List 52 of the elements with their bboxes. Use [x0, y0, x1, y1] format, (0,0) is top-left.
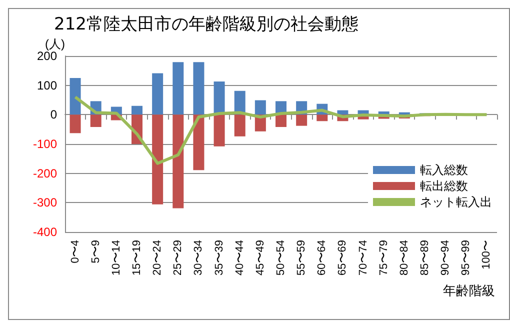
- x-tick-label: 60〜64: [316, 240, 328, 276]
- x-tick-label: 20〜24: [152, 240, 164, 276]
- legend-label: 転出総数: [420, 179, 468, 193]
- x-tick-label: 90〜94: [440, 240, 452, 276]
- bar: [152, 73, 164, 115]
- y-axis-title: (人): [45, 37, 65, 52]
- line-series: [74, 96, 488, 165]
- y-tick-label: 0: [50, 108, 58, 122]
- x-tick-label: 25〜29: [172, 240, 184, 276]
- bar: [214, 114, 225, 146]
- x-tick-label: 45〜49: [254, 240, 266, 276]
- y-tick-label: -400: [32, 225, 58, 239]
- y-tick-label: -200: [32, 166, 58, 180]
- bar: [276, 114, 286, 127]
- bar: [132, 106, 142, 115]
- x-tick-label: 95〜99: [460, 240, 472, 276]
- legend-label: ネット転入出: [420, 195, 492, 209]
- x-tick-label: 65〜69: [336, 240, 349, 276]
- x-tick-label: 50〜54: [275, 240, 287, 276]
- x-tick-label: 35〜39: [213, 240, 226, 276]
- x-tick-label: 85〜89: [419, 240, 431, 276]
- x-tick-label: 30〜34: [192, 240, 205, 276]
- y-tick-label: -100: [32, 137, 58, 151]
- x-tick-label: 80〜84: [398, 240, 410, 276]
- legend-label: 転入総数: [420, 163, 468, 177]
- bar: [193, 114, 204, 170]
- x-tick-label: 55〜59: [296, 240, 308, 276]
- bar: [70, 78, 81, 115]
- bar: [172, 114, 184, 208]
- bar: [90, 114, 102, 127]
- x-tick-label: 70〜74: [357, 240, 370, 276]
- x-tick-label: 5〜9: [90, 240, 102, 264]
- chart-title: 212常陸太田市の年齢階級別の社会動態: [54, 14, 358, 34]
- bar: [70, 114, 81, 134]
- x-tick-label: 100〜: [480, 240, 493, 270]
- x-tick-label: 0〜4: [69, 240, 82, 264]
- bar: [316, 114, 328, 122]
- x-tick-label: 15〜19: [131, 240, 143, 276]
- bar: [214, 82, 225, 115]
- x-tick-label: 10〜14: [110, 240, 122, 276]
- bar: [296, 114, 308, 126]
- y-tick-label: -300: [32, 196, 58, 210]
- bar: [152, 114, 164, 204]
- x-tick-label: 75〜79: [378, 240, 390, 276]
- x-axis-title: 年齢階級: [443, 283, 495, 298]
- bar: [254, 100, 266, 115]
- y-tick-label: 200: [36, 49, 58, 63]
- bar: [172, 62, 184, 115]
- bar: [234, 114, 246, 136]
- x-tick-label: 40〜44: [234, 240, 246, 276]
- y-tick-label: 100: [36, 78, 58, 92]
- bar: [193, 62, 204, 115]
